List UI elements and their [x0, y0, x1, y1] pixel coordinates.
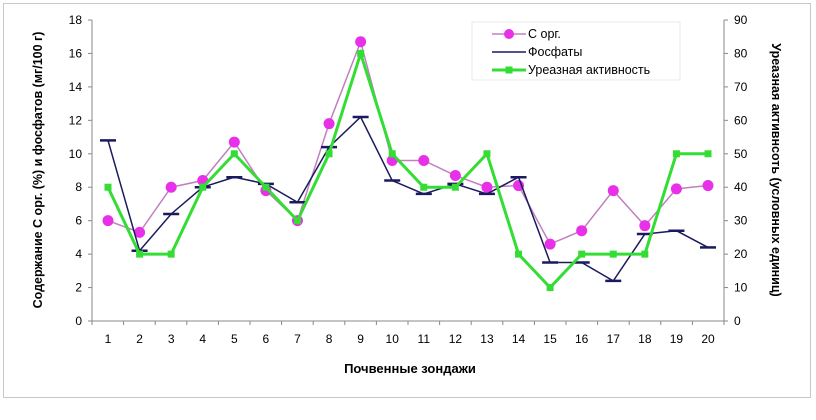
data-point [357, 49, 365, 57]
data-point [481, 181, 493, 193]
data-point [576, 225, 588, 237]
data-point [165, 181, 177, 193]
data-point [262, 183, 270, 191]
y-axis-left-label: Содержание С орг. (%) и фосфатов (мг/100… [31, 32, 45, 309]
data-point [609, 250, 617, 258]
data-point [134, 226, 146, 238]
legend-label: Уреазная активность [528, 63, 650, 77]
data-point [546, 284, 554, 292]
data-point [355, 36, 367, 48]
data-point [639, 220, 651, 232]
y-tick-label-right: 40 [734, 180, 748, 194]
data-point [228, 136, 240, 148]
data-point [323, 118, 335, 130]
data-point [102, 215, 114, 227]
x-tick-label: 2 [136, 332, 143, 346]
data-point [670, 183, 682, 195]
x-tick-label: 14 [512, 332, 526, 346]
y-tick-label-right: 70 [734, 80, 748, 94]
y-axis-right-label: Уреазная активнсоть (условных единиц) [769, 43, 783, 296]
legend-label: Фосфаты [528, 45, 582, 59]
x-tick-label: 9 [357, 332, 364, 346]
data-point [544, 238, 556, 250]
y-tick-label-right: 30 [734, 214, 748, 228]
y-tick-label-right: 20 [734, 247, 748, 261]
data-point [230, 150, 238, 158]
y-tick-label-left: 8 [75, 180, 82, 194]
data-point [293, 217, 301, 225]
y-tick-label-left: 10 [69, 147, 83, 161]
chart-frame [3, 3, 811, 398]
data-point [451, 183, 459, 191]
data-point [702, 180, 714, 192]
x-tick-label: 12 [449, 332, 463, 346]
data-point [515, 250, 523, 258]
y-tick-label-left: 16 [69, 46, 83, 60]
legend-label: С орг. [528, 27, 561, 41]
series-line-3 [106, 48, 708, 290]
y-tick-label-right: 90 [734, 13, 748, 27]
series-line-1 [107, 39, 709, 246]
data-point [607, 185, 619, 197]
y-tick-label-left: 2 [75, 281, 82, 295]
data-point [483, 150, 491, 158]
x-axis-label: Почвенные зондажи [344, 361, 476, 376]
x-tick-label: 18 [638, 332, 652, 346]
x-tick-label: 20 [701, 332, 715, 346]
data-point [672, 150, 680, 158]
y-tick-label-left: 18 [69, 13, 83, 27]
data-point [325, 150, 333, 158]
legend-box [471, 21, 681, 81]
x-tick-label: 19 [670, 332, 684, 346]
x-tick-label: 16 [575, 332, 589, 346]
y-tick-label-right: 10 [734, 281, 748, 295]
data-point [704, 150, 712, 158]
x-tick-label: 7 [294, 332, 301, 346]
x-tick-label: 10 [386, 332, 400, 346]
y-tick-label-right: 0 [734, 314, 741, 328]
x-tick-label: 4 [199, 332, 206, 346]
data-point [420, 183, 428, 191]
data-point [199, 183, 207, 191]
data-point [449, 170, 461, 182]
data-point [167, 250, 175, 258]
y-tick-label-right: 50 [734, 147, 748, 161]
x-tick-label: 11 [418, 332, 431, 346]
legend-marker [504, 29, 514, 39]
y-tick-label-left: 12 [69, 113, 83, 127]
legend: С орг. Фосфаты Уреазная активность [471, 21, 681, 81]
x-tick-label: 5 [231, 332, 238, 346]
data-point [136, 250, 144, 258]
x-tick-label: 6 [263, 332, 270, 346]
data-point [578, 250, 586, 258]
x-tick-label: 1 [105, 332, 112, 346]
x-tick-label: 13 [480, 332, 494, 346]
data-point [641, 250, 649, 258]
y-tick-label-left: 4 [75, 247, 82, 261]
x-tick-label: 8 [326, 332, 333, 346]
data-point [388, 150, 396, 158]
data-point [104, 183, 112, 191]
legend-marker [505, 66, 513, 74]
y-tick-label-left: 14 [69, 80, 83, 94]
x-tick-label: 15 [543, 332, 557, 346]
y-tick-label-left: 6 [75, 214, 82, 228]
data-point [418, 154, 430, 166]
series-line-2 [107, 115, 709, 282]
y-tick-label-left: 0 [75, 314, 82, 328]
x-tick-label: 17 [607, 332, 621, 346]
y-tick-label-right: 80 [734, 46, 748, 60]
y-tick-label-right: 60 [734, 113, 748, 127]
x-tick-label: 3 [168, 332, 175, 346]
